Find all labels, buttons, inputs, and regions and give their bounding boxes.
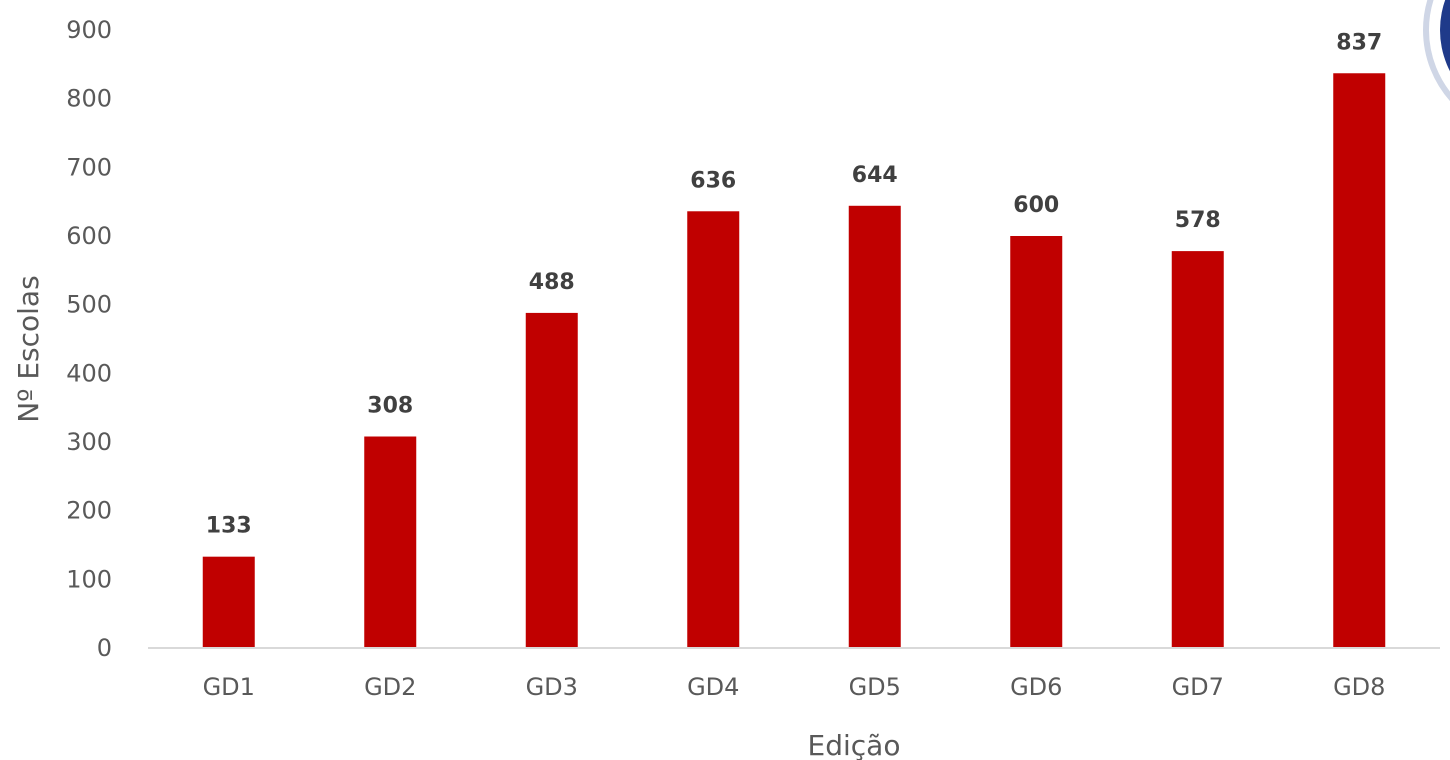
bar [1171, 251, 1224, 648]
data-label: 133 [206, 514, 252, 539]
x-tick-label: GD5 [849, 673, 901, 701]
y-tick-label: 600 [66, 222, 112, 250]
x-tick-label: GD7 [1172, 673, 1224, 701]
data-label: 644 [852, 163, 898, 188]
data-label: 600 [1013, 193, 1059, 218]
y-tick-label: 700 [66, 153, 112, 181]
y-tick-label: 100 [66, 565, 112, 593]
bars [202, 73, 1386, 648]
data-labels: 133 308 488 636 644 600 578 837 [206, 30, 1382, 538]
x-tick-label: GD8 [1333, 673, 1385, 701]
y-tick-label: 500 [66, 291, 112, 319]
bar [364, 436, 417, 648]
bar [202, 556, 255, 648]
y-axis-title: Nº Escolas [12, 275, 45, 422]
x-tick-label: GD2 [364, 673, 416, 701]
data-label: 308 [367, 394, 413, 419]
x-tick-label: GD3 [526, 673, 578, 701]
y-tick-label: 400 [66, 359, 112, 387]
data-label: 837 [1336, 30, 1382, 55]
y-tick-label: 300 [66, 428, 112, 456]
bar [1010, 236, 1063, 648]
bar [1333, 73, 1386, 648]
x-tick-label: GD1 [203, 673, 255, 701]
corner-badge [1423, 0, 1450, 102]
x-axis-title: Edição [808, 729, 901, 760]
y-tick-label: 0 [97, 634, 112, 662]
data-label: 488 [529, 270, 575, 295]
x-axis-ticks: GD1 GD2 GD3 GD4 GD5 GD6 GD7 GD8 [203, 673, 1386, 701]
y-tick-label: 900 [66, 16, 112, 44]
x-tick-label: GD4 [687, 673, 739, 701]
bar [687, 211, 740, 648]
bar [848, 205, 901, 648]
y-axis-ticks: 0 100 200 300 400 500 600 700 800 900 [66, 16, 112, 662]
data-label: 636 [690, 168, 736, 193]
bar [525, 312, 578, 648]
x-tick-label: GD6 [1010, 673, 1062, 701]
y-tick-label: 200 [66, 497, 112, 525]
data-label: 578 [1175, 208, 1221, 233]
y-tick-label: 800 [66, 85, 112, 113]
